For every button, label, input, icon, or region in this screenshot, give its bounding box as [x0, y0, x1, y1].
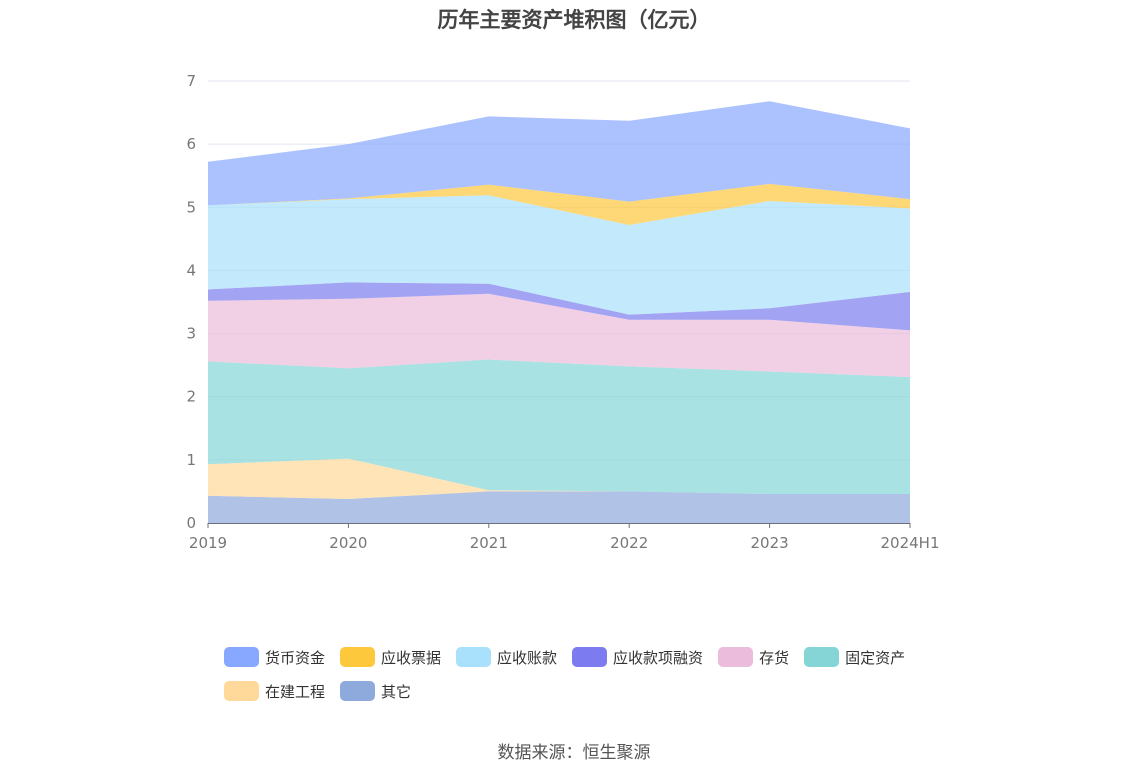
area-series-0 — [208, 491, 910, 523]
legend-label: 在建工程 — [265, 682, 326, 701]
legend-row: 在建工程 其它 — [224, 674, 944, 708]
legend-swatch — [340, 647, 376, 667]
legend-item[interactable]: 存货 — [718, 647, 789, 668]
area-series-3 — [208, 293, 910, 378]
area-series-2 — [208, 359, 910, 494]
legend-swatch — [804, 647, 840, 667]
area-series-1 — [208, 458, 910, 499]
legend-label: 应收票据 — [381, 648, 442, 667]
y-tick-label: 6 — [186, 135, 196, 153]
legend-item[interactable]: 在建工程 — [224, 681, 325, 702]
legend-label: 存货 — [759, 648, 790, 667]
legend: 货币资金 应收票据 应收账款 应收款项融资 存货 固定资产在建工程 其它 — [224, 640, 944, 708]
x-tick-label: 2022 — [610, 534, 648, 552]
legend-item[interactable]: 其它 — [340, 681, 411, 702]
y-tick-label: 4 — [186, 261, 196, 279]
x-tick-label: 2024H1 — [881, 534, 940, 552]
y-tick-label: 5 — [186, 198, 196, 216]
legend-item[interactable]: 货币资金 — [224, 647, 325, 668]
y-tick-label: 0 — [186, 514, 196, 532]
x-tick-label: 2021 — [470, 534, 508, 552]
legend-item[interactable]: 应收账款 — [456, 647, 557, 668]
legend-swatch — [224, 647, 259, 667]
area-series-4 — [208, 282, 910, 331]
y-tick-label: 7 — [186, 72, 196, 90]
legend-swatch — [718, 647, 754, 667]
x-tick-label: 2020 — [329, 534, 367, 552]
legend-swatch — [224, 681, 259, 701]
legend-item[interactable]: 应收款项融资 — [572, 647, 703, 668]
legend-swatch — [456, 647, 492, 667]
legend-row: 货币资金 应收票据 应收账款 应收款项融资 存货 固定资产 — [224, 640, 944, 674]
legend-label: 其它 — [381, 682, 412, 701]
legend-swatch — [572, 647, 608, 667]
area-series-5 — [208, 195, 910, 315]
chart-title: 历年主要资产堆积图（亿元） — [437, 8, 711, 32]
legend-item[interactable]: 应收票据 — [340, 647, 441, 668]
x-tick-label: 2023 — [751, 534, 789, 552]
data-source: 数据来源：恒生聚源 — [497, 743, 651, 763]
legend-label: 固定资产 — [845, 648, 906, 667]
legend-swatch — [340, 681, 376, 701]
y-tick-label: 2 — [186, 388, 196, 406]
area-series-6 — [208, 183, 910, 225]
legend-label: 应收账款 — [497, 648, 558, 667]
y-tick-label: 3 — [186, 325, 196, 343]
legend-label: 应收款项融资 — [613, 648, 704, 667]
legend-item[interactable]: 固定资产 — [804, 647, 905, 668]
x-tick-label: 2019 — [189, 534, 227, 552]
y-tick-label: 1 — [186, 451, 196, 469]
legend-label: 货币资金 — [265, 648, 326, 667]
area-series-7 — [208, 101, 910, 206]
